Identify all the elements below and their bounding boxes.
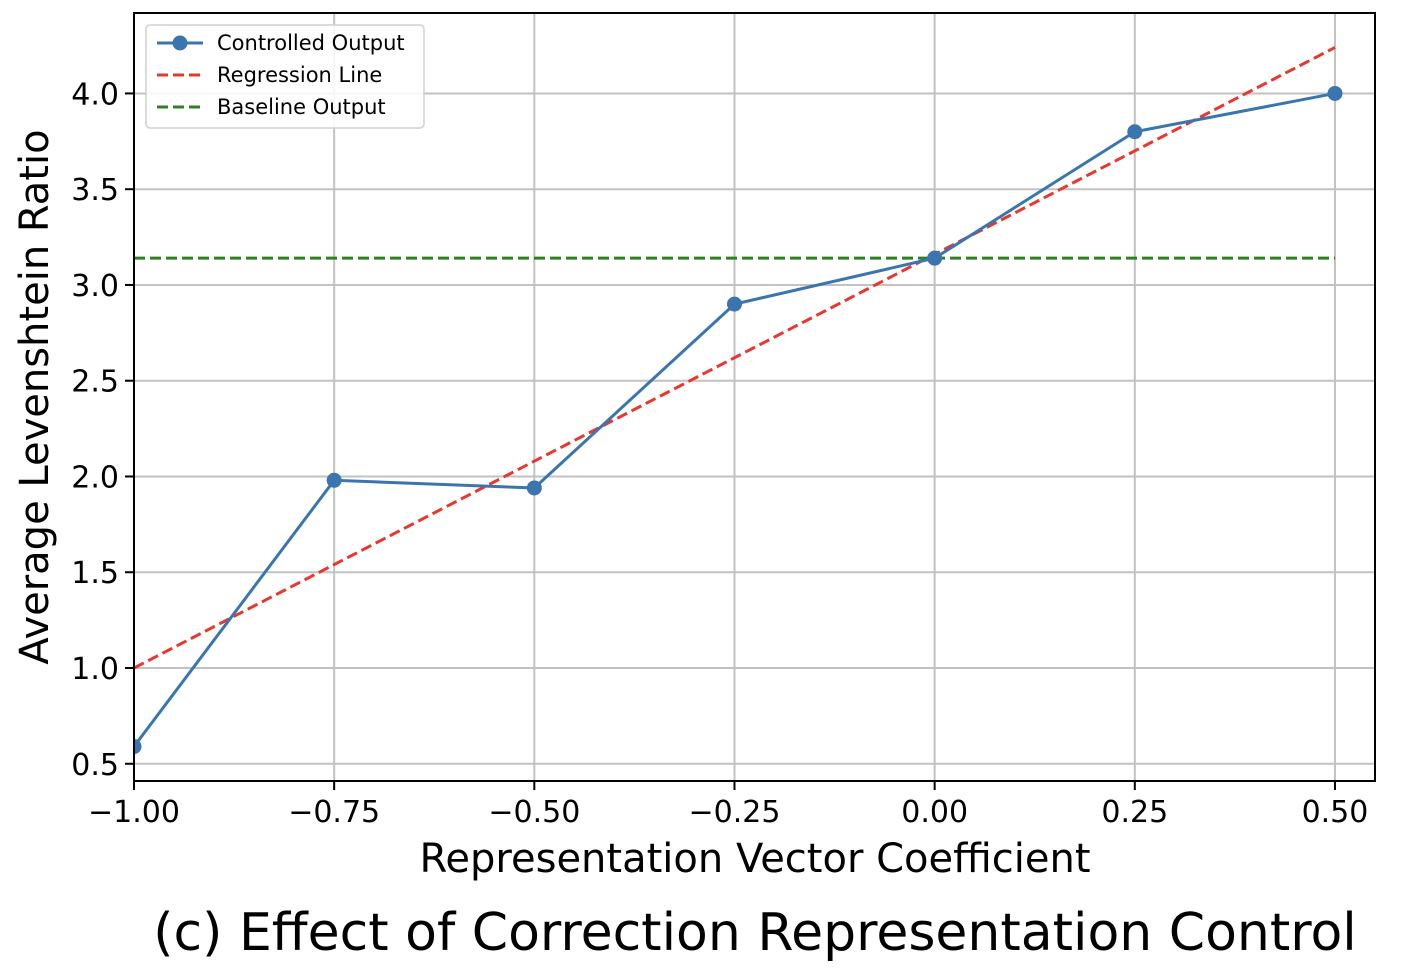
y-axis: 0.5 1.0 1.5 2.0 2.5 3.0 3.5 4.0 bbox=[71, 77, 134, 783]
y-tick-label: 3.5 bbox=[71, 173, 119, 208]
data-point-marker bbox=[1127, 124, 1143, 140]
plot-frame bbox=[133, 12, 1376, 782]
y-tick-label: 3.0 bbox=[71, 269, 119, 304]
x-tick-label: −1.00 bbox=[88, 795, 180, 830]
legend-label: Baseline Output bbox=[217, 95, 386, 119]
data-point-marker bbox=[927, 250, 943, 266]
data-point-marker bbox=[726, 296, 742, 312]
data-point-marker bbox=[134, 739, 142, 755]
y-tick-label: 1.5 bbox=[71, 556, 119, 591]
x-tick-label: −0.75 bbox=[288, 795, 380, 830]
y-tick-label: 0.5 bbox=[71, 748, 119, 783]
y-tick-label: 4.0 bbox=[71, 77, 119, 112]
legend-box bbox=[145, 24, 425, 129]
y-axis-label: Average Levenshtein Ratio bbox=[12, 129, 58, 664]
legend: Controlled Output Regression Line Baseline… bbox=[145, 24, 425, 129]
data-point-marker bbox=[326, 472, 342, 488]
figure-caption: (c) Effect of Correction Representation … bbox=[153, 903, 1357, 963]
data-point-marker bbox=[1327, 85, 1343, 101]
legend-label: Controlled Output bbox=[217, 31, 405, 55]
x-tick-label: −0.25 bbox=[689, 795, 781, 830]
x-axis-label: Representation Vector Coefficient bbox=[419, 836, 1090, 882]
legend-label: Regression Line bbox=[217, 63, 382, 87]
y-tick-label: 2.5 bbox=[71, 365, 119, 400]
legend-marker bbox=[172, 35, 188, 51]
series-layer bbox=[134, 46, 1343, 755]
series-line bbox=[134, 46, 1336, 670]
x-tick-label: −0.50 bbox=[488, 795, 580, 830]
grid-lines bbox=[133, 13, 1375, 781]
y-tick-label: 2.0 bbox=[71, 460, 119, 495]
x-tick-label: 0.25 bbox=[1101, 795, 1168, 830]
y-tick-label: 1.0 bbox=[71, 652, 119, 687]
x-tick-label: 0.00 bbox=[901, 795, 968, 830]
x-axis: −1.00 −0.75 −0.50 −0.25 0.00 0.25 0.50 bbox=[88, 781, 1368, 830]
x-tick-label: 0.50 bbox=[1302, 795, 1369, 830]
data-point-marker bbox=[526, 480, 542, 496]
